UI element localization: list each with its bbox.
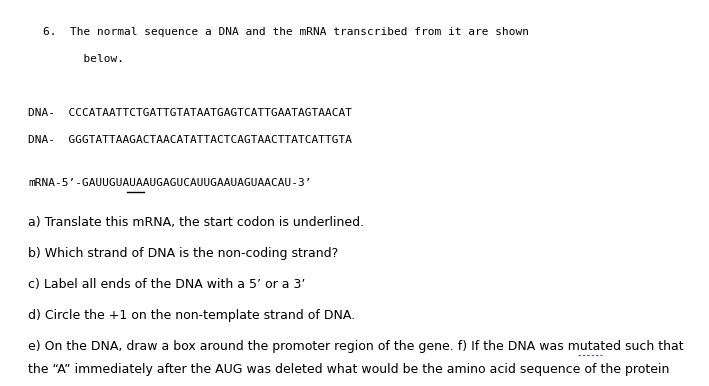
Text: mRNA-5’-GAUUGUAUAAUGAGUCAUUGAAUAGUAACAU-3’: mRNA-5’-GAUUGUAUAAUGAGUCAUUGAAUAGUAACAU-…	[28, 178, 312, 188]
Text: the “A” immediately after the AUG was deleted what would be the amino acid seque: the “A” immediately after the AUG was de…	[28, 363, 670, 376]
Text: below.: below.	[43, 54, 123, 64]
Text: DNA-  CCCATAATTCTGATTGTATAATGAGTCATTGAATAGTAACAT: DNA- CCCATAATTCTGATTGTATAATGAGTCATTGAATA…	[28, 108, 352, 118]
Text: d) Circle the +1 on the non-template strand of DNA.: d) Circle the +1 on the non-template str…	[28, 309, 355, 322]
Text: 6.  The normal sequence a DNA and the mRNA transcribed from it are shown: 6. The normal sequence a DNA and the mRN…	[43, 27, 528, 37]
Text: a) Translate this mRNA, the start codon is underlined.: a) Translate this mRNA, the start codon …	[28, 216, 364, 229]
Text: DNA-  GGGTATTAAGACTAACATATTACTCAGTAACTTATCATTGTA: DNA- GGGTATTAAGACTAACATATTACTCAGTAACTTAT…	[28, 135, 352, 145]
Text: b) Which strand of DNA is the non-coding strand?: b) Which strand of DNA is the non-coding…	[28, 247, 339, 260]
Text: e) On the DNA, draw a box around the promoter region of the gene. f) If the DNA : e) On the DNA, draw a box around the pro…	[28, 340, 684, 353]
Text: c) Label all ends of the DNA with a 5’ or a 3’: c) Label all ends of the DNA with a 5’ o…	[28, 278, 306, 291]
